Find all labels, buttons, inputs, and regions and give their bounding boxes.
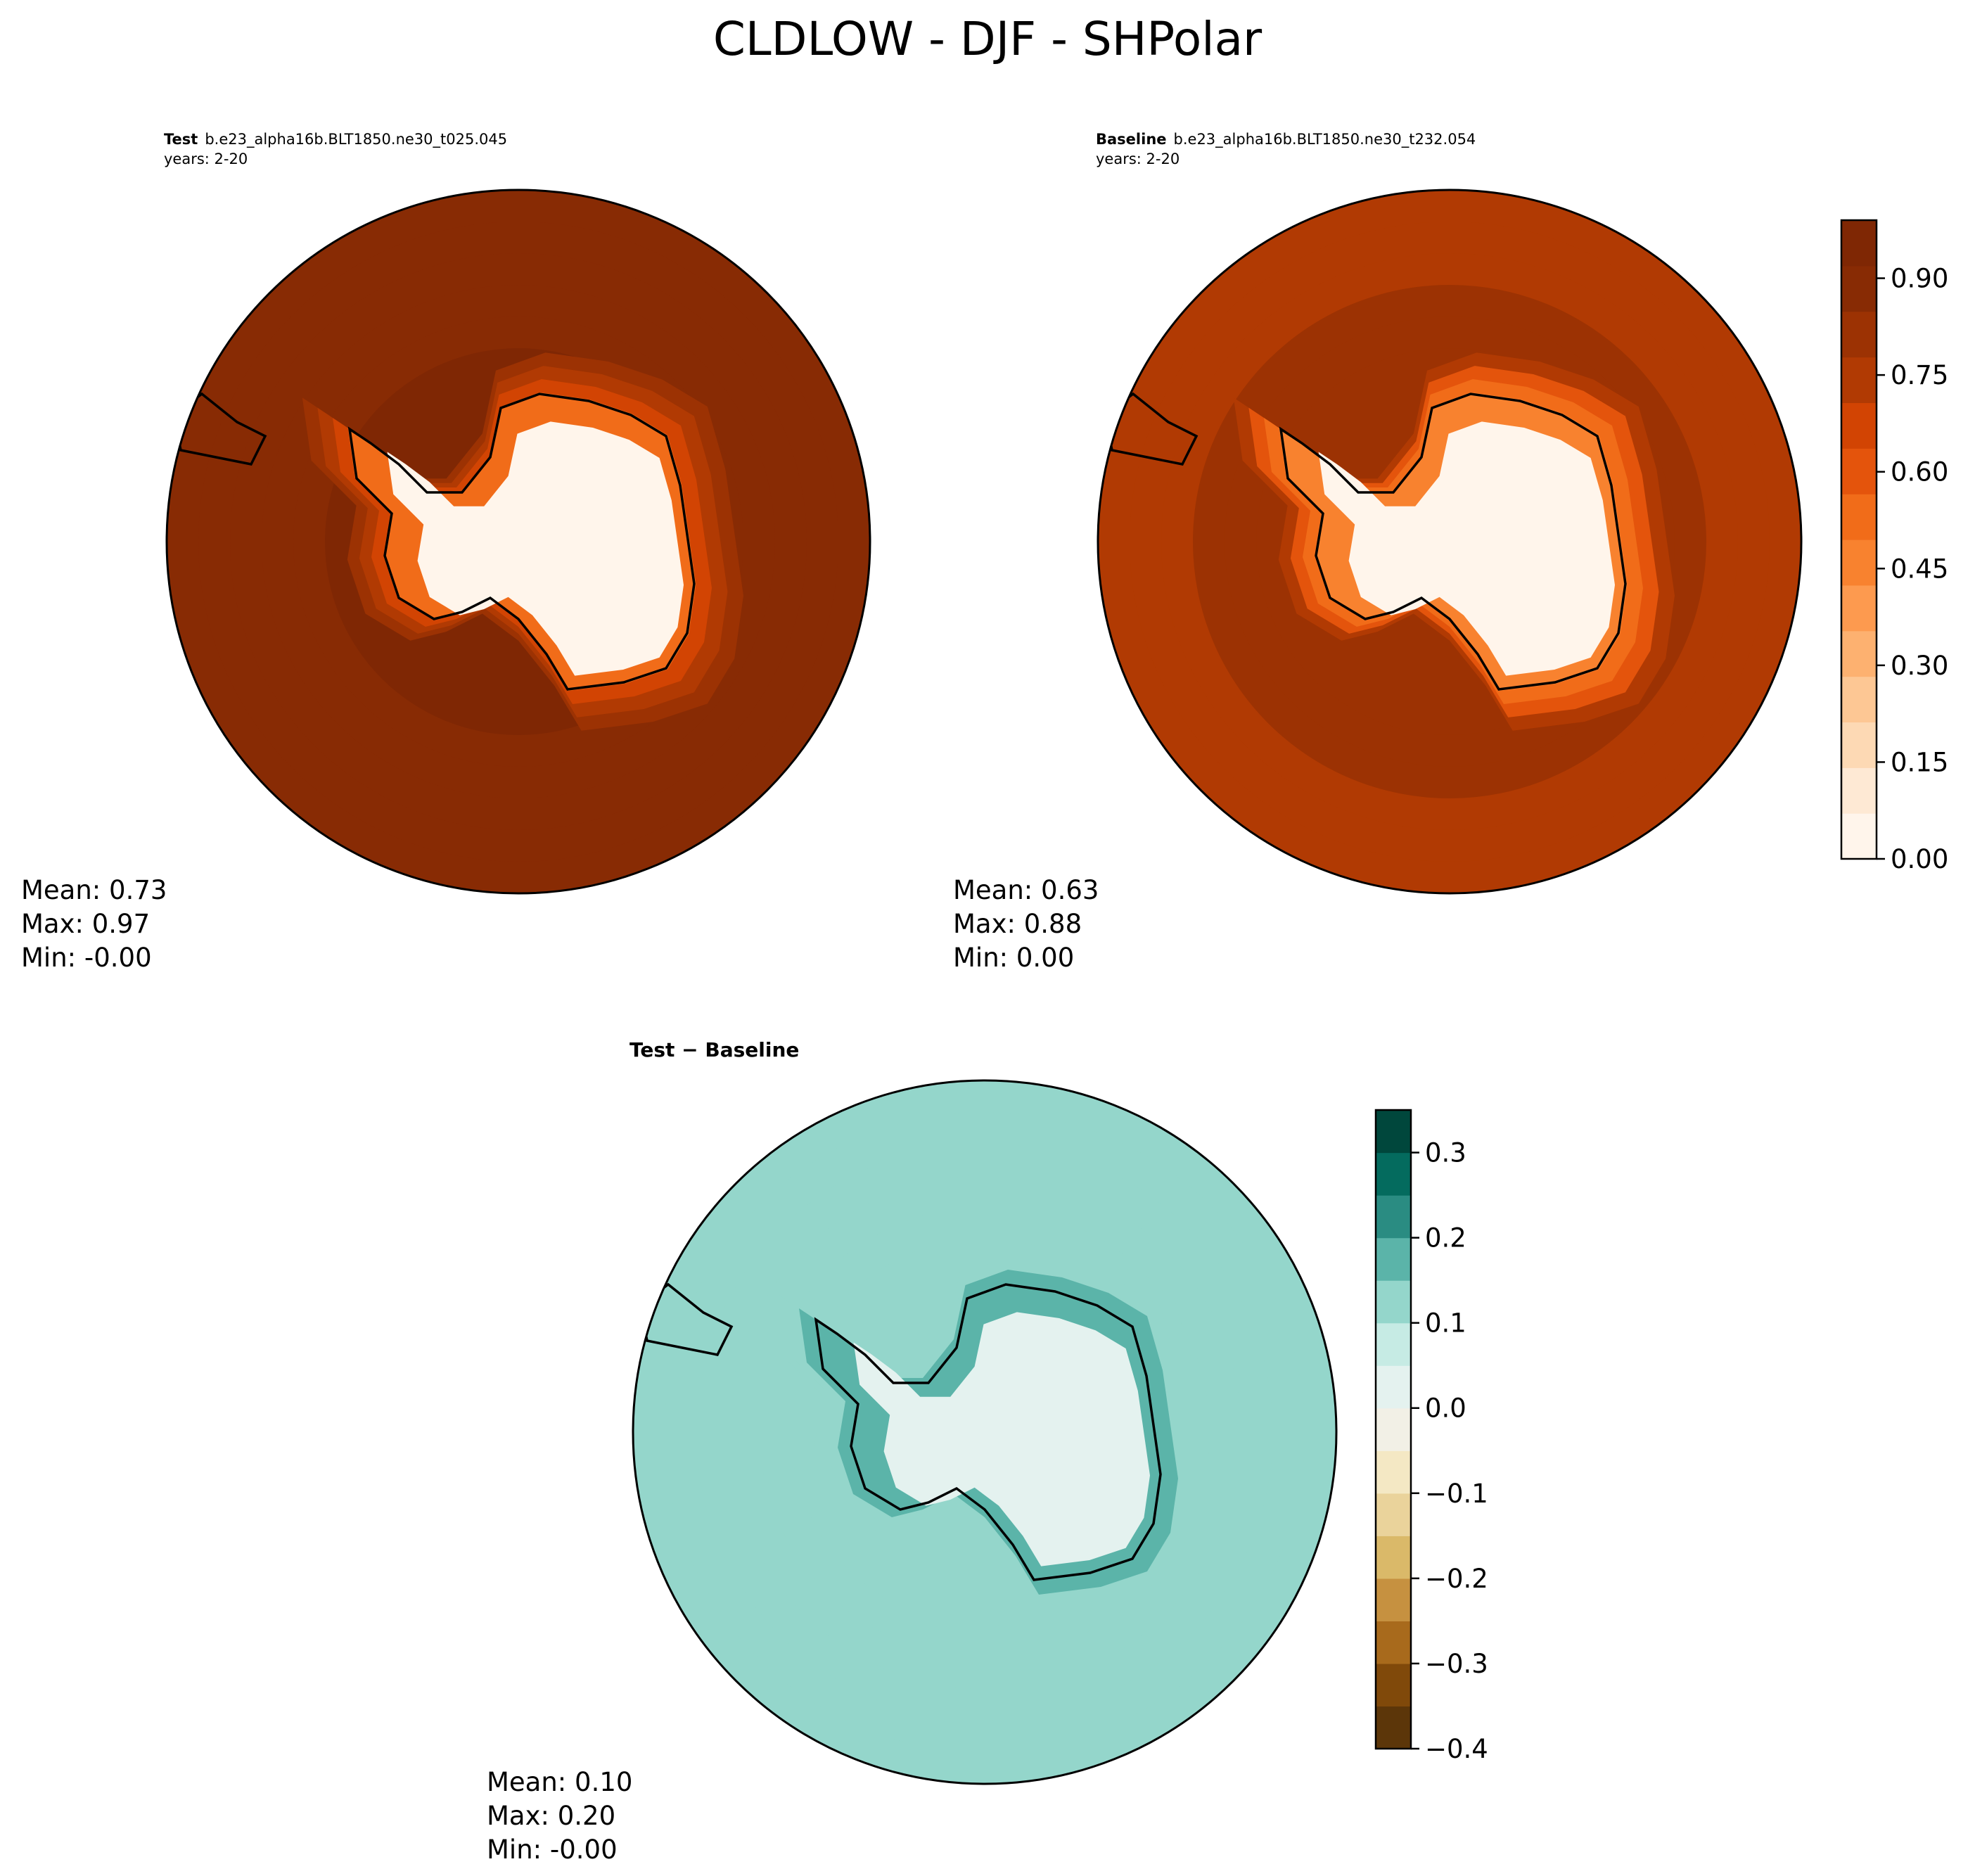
- test-heading: Test b.e23_alpha16b.BLT1850.ne30_t025.045: [164, 131, 507, 148]
- test-case-name: b.e23_alpha16b.BLT1850.ne30_t025.045: [205, 131, 507, 148]
- colorbar-segment: [1376, 1237, 1411, 1281]
- colorbar-segment: [1376, 1536, 1411, 1579]
- colorbar-tick-label: 0.45: [1891, 554, 1948, 584]
- difference-heading: Test − Baseline: [629, 1038, 799, 1061]
- antarctica-coastline: [1279, 393, 1627, 691]
- colorbar-tick-label: 0.2: [1425, 1223, 1466, 1253]
- south-america-coastline: [1104, 392, 1199, 466]
- colorbar-frame: [1374, 1109, 1412, 1750]
- colorbar-tick-label: 0.75: [1891, 360, 1948, 390]
- colorbar-tick-label: −0.3: [1425, 1649, 1488, 1679]
- colorbar-tick-label: 0.0: [1425, 1393, 1466, 1424]
- test-map: [165, 189, 871, 895]
- colorbar-tick-label: 0.60: [1891, 457, 1948, 487]
- baseline-min: Min: 0.00: [953, 943, 1074, 973]
- colorbar-segment: [1841, 722, 1877, 768]
- colorbar-segment: [1376, 1365, 1411, 1409]
- colorbar-segment: [1376, 1578, 1411, 1621]
- colorbar-segment: [1841, 813, 1877, 860]
- colorbar-segment: [1841, 220, 1877, 267]
- colorbar-segment: [1376, 1493, 1411, 1536]
- colorbar-segment: [1841, 311, 1877, 358]
- colorbar-tick-label: 0.30: [1891, 651, 1948, 681]
- colorbar-segment: [1376, 1280, 1411, 1324]
- colorbar-segment: [1841, 676, 1877, 723]
- test-panel: Test b.e23_alpha16b.BLT1850.ne30_t025.045…: [21, 131, 871, 973]
- colorbar-tick-label: 0.3: [1425, 1138, 1466, 1168]
- test-max: Max: 0.97: [21, 909, 150, 939]
- baseline-panel: Baseline b.e23_alpha16b.BLT1850.ne30_t232…: [953, 131, 1948, 973]
- baseline-heading: Baseline b.e23_alpha16b.BLT1850.ne30_t232…: [1096, 131, 1476, 148]
- antarctica-coastline: [814, 1283, 1162, 1581]
- baseline-max: Max: 0.88: [953, 909, 1082, 939]
- test-years: years: 2-20: [164, 151, 248, 167]
- test-min: Min: -0.00: [21, 943, 152, 973]
- colorbar-segment: [1376, 1450, 1411, 1494]
- antarctica-coastline: [347, 393, 696, 691]
- difference-panel: Test − Baseline Mean: 0.10 Max: 0.20 Min…: [487, 1038, 1488, 1865]
- baseline-case-name: b.e23_alpha16b.BLT1850.ne30_t232.054: [1174, 131, 1476, 148]
- colorbar-tick-label: −0.1: [1425, 1479, 1488, 1509]
- colorbar-segment: [1841, 448, 1877, 494]
- colorbar-segment: [1841, 357, 1877, 404]
- difference-min: Min: -0.00: [487, 1834, 618, 1865]
- colorbar-tick-label: 0.1: [1425, 1308, 1466, 1339]
- colorbar-segment: [1376, 1152, 1411, 1196]
- test-mean: Mean: 0.73: [21, 875, 167, 905]
- colorbar-segment: [1376, 1408, 1411, 1451]
- colorbar-segment: [1376, 1110, 1411, 1154]
- colorbar-segment: [1376, 1621, 1411, 1664]
- difference-map: [632, 1079, 1338, 1785]
- colorbar-segment: [1841, 585, 1877, 632]
- colorbar-segment: [1841, 767, 1877, 814]
- map-frame: [632, 1079, 1338, 1785]
- figure-title: CLDLOW - DJF - SHPolar: [713, 12, 1263, 66]
- colorbar-frame: [1840, 219, 1878, 860]
- colorbar-segment: [1841, 494, 1877, 540]
- baseline-label: Baseline: [1096, 131, 1167, 148]
- difference-mean: Mean: 0.10: [487, 1767, 632, 1797]
- test-label: Test: [164, 131, 198, 148]
- colorbar-segment: [1841, 265, 1877, 312]
- colorbar-segment: [1376, 1322, 1411, 1366]
- colorbar-tick-label: −0.2: [1425, 1564, 1488, 1594]
- difference-max: Max: 0.20: [487, 1801, 615, 1831]
- colorbar-segment: [1376, 1195, 1411, 1239]
- colorbar-tick-label: 0.00: [1891, 844, 1948, 874]
- map-frame: [165, 189, 871, 895]
- colorbar-segment: [1841, 630, 1877, 677]
- colorbar-segment: [1841, 540, 1877, 586]
- south-america-coastline: [172, 392, 267, 466]
- baseline-years: years: 2-20: [1096, 151, 1180, 167]
- difference-colorbar: −0.4 −0.3 −0.2 −0.1 0.0 0.1 0.2 0.3: [1374, 1109, 1488, 1764]
- baseline-mean: Mean: 0.63: [953, 875, 1099, 905]
- colorbar-tick-label: 0.90: [1891, 264, 1948, 294]
- colorbar-segment: [1376, 1663, 1411, 1707]
- colorbar-tick-label: 0.15: [1891, 747, 1948, 777]
- map-frame: [1097, 189, 1803, 895]
- colorbar-segment: [1841, 402, 1877, 449]
- south-america-coastline: [639, 1282, 734, 1356]
- baseline-colorbar: 0.00 0.15 0.30 0.45 0.60 0.75 0.90: [1840, 219, 1948, 874]
- baseline-map: [1097, 189, 1803, 895]
- colorbar-segment: [1376, 1706, 1411, 1749]
- colorbar-tick-label: −0.4: [1425, 1734, 1488, 1764]
